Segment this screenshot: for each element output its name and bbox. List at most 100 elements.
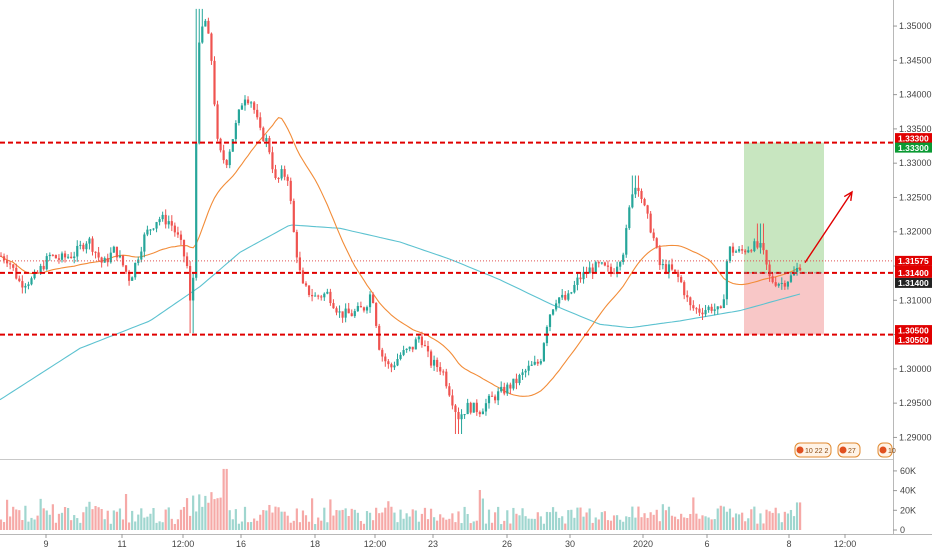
volume-bar [606,520,610,530]
volume-bar [219,497,222,530]
candle-body [0,255,3,257]
candle-body [146,229,149,235]
volume-bar [713,519,716,530]
candle-body [170,221,173,226]
candle-body [286,176,289,181]
price-badge-label: 1.31400 [898,268,929,278]
volume-bar [783,511,786,530]
candle-body [179,234,183,240]
candle-body [118,255,122,258]
candle-body [246,99,250,104]
volume-bar [411,509,414,530]
candle-body [30,278,33,285]
volume-bar [612,515,616,530]
volume-bar [646,517,649,530]
volume-bar [774,507,777,530]
candle-body [698,308,701,313]
candle-body [710,306,713,311]
volume-bar [710,519,713,530]
candle-body [405,348,408,351]
volume-bar [121,519,125,530]
volume-bar [109,523,112,530]
volume-bar [338,510,341,530]
candle-body [716,306,719,310]
volume-bar [271,512,274,530]
candle-body [701,312,704,315]
volume-bar [542,523,545,530]
price-tick-label: 1.32000 [899,227,932,237]
candle-body [417,336,420,340]
candle-body [399,354,402,360]
volume-bar [335,510,338,530]
candle-body [515,378,518,384]
volume-bar [39,498,42,530]
volume-bar [164,509,167,530]
volume-pane [0,468,802,530]
candle-body [783,282,786,287]
volume-bar [756,523,759,530]
candle-body [27,284,30,286]
volume-bar [490,522,494,530]
time-tick-label: 23 [428,539,438,549]
volume-bar [33,519,36,530]
candle-body [600,262,603,264]
candle-body [619,262,622,267]
volume-bar [381,512,384,530]
volume-bar [192,495,195,530]
candle-body [503,386,506,394]
volume-bar [57,513,61,530]
candle-body [283,169,286,177]
candle-body [304,283,308,286]
time-tick-label: 18 [310,539,320,549]
candles-layer [0,8,802,435]
volume-bar [311,498,314,530]
candle-body [402,350,405,355]
volume-tick-label: 20K [900,505,916,515]
time-tick-label: 9 [43,539,48,549]
projection-arrow-head [843,190,853,201]
volume-bar [365,511,369,530]
candle-body [786,281,789,287]
candle-body [573,284,576,293]
candle-body [54,255,57,259]
candle-body [6,260,9,264]
volume-tick-label: 60K [900,466,916,476]
volume-bar [179,509,183,530]
candle-body [649,213,652,233]
candle-body [298,257,301,271]
volume-bar [234,509,237,530]
volume-bar [506,510,509,530]
volume-bar [640,517,643,530]
volume-bar [204,495,207,530]
volume-bar [155,522,158,530]
candle-body [228,151,231,166]
candle-body [420,336,423,346]
candle-body [530,364,533,366]
volume-bar [436,520,439,530]
price-badge-label: 1.31400 [898,278,929,288]
price-badge-label: 1.31575 [898,256,929,266]
volume-bar [655,509,658,530]
candle-body [713,309,716,311]
volume-bar [384,507,387,530]
candle-body [637,187,640,191]
candle-body [45,256,48,270]
candle-body [311,294,314,297]
volume-bar [734,513,738,530]
volume-bar [753,506,756,530]
volume-bar [585,512,588,530]
volume-bar [274,506,277,530]
volume-bar [131,510,134,530]
volume-bar [521,508,524,530]
candle-body [795,267,799,272]
time-tick-label: 12:00 [172,539,195,549]
candle-body [262,127,265,142]
drawings-layer [744,190,853,274]
candle-body [533,361,536,365]
candle-body [640,190,643,200]
volume-bar [442,517,445,530]
volume-bar [45,510,48,530]
candle-body [67,256,70,258]
event-icon-frame [837,442,861,458]
